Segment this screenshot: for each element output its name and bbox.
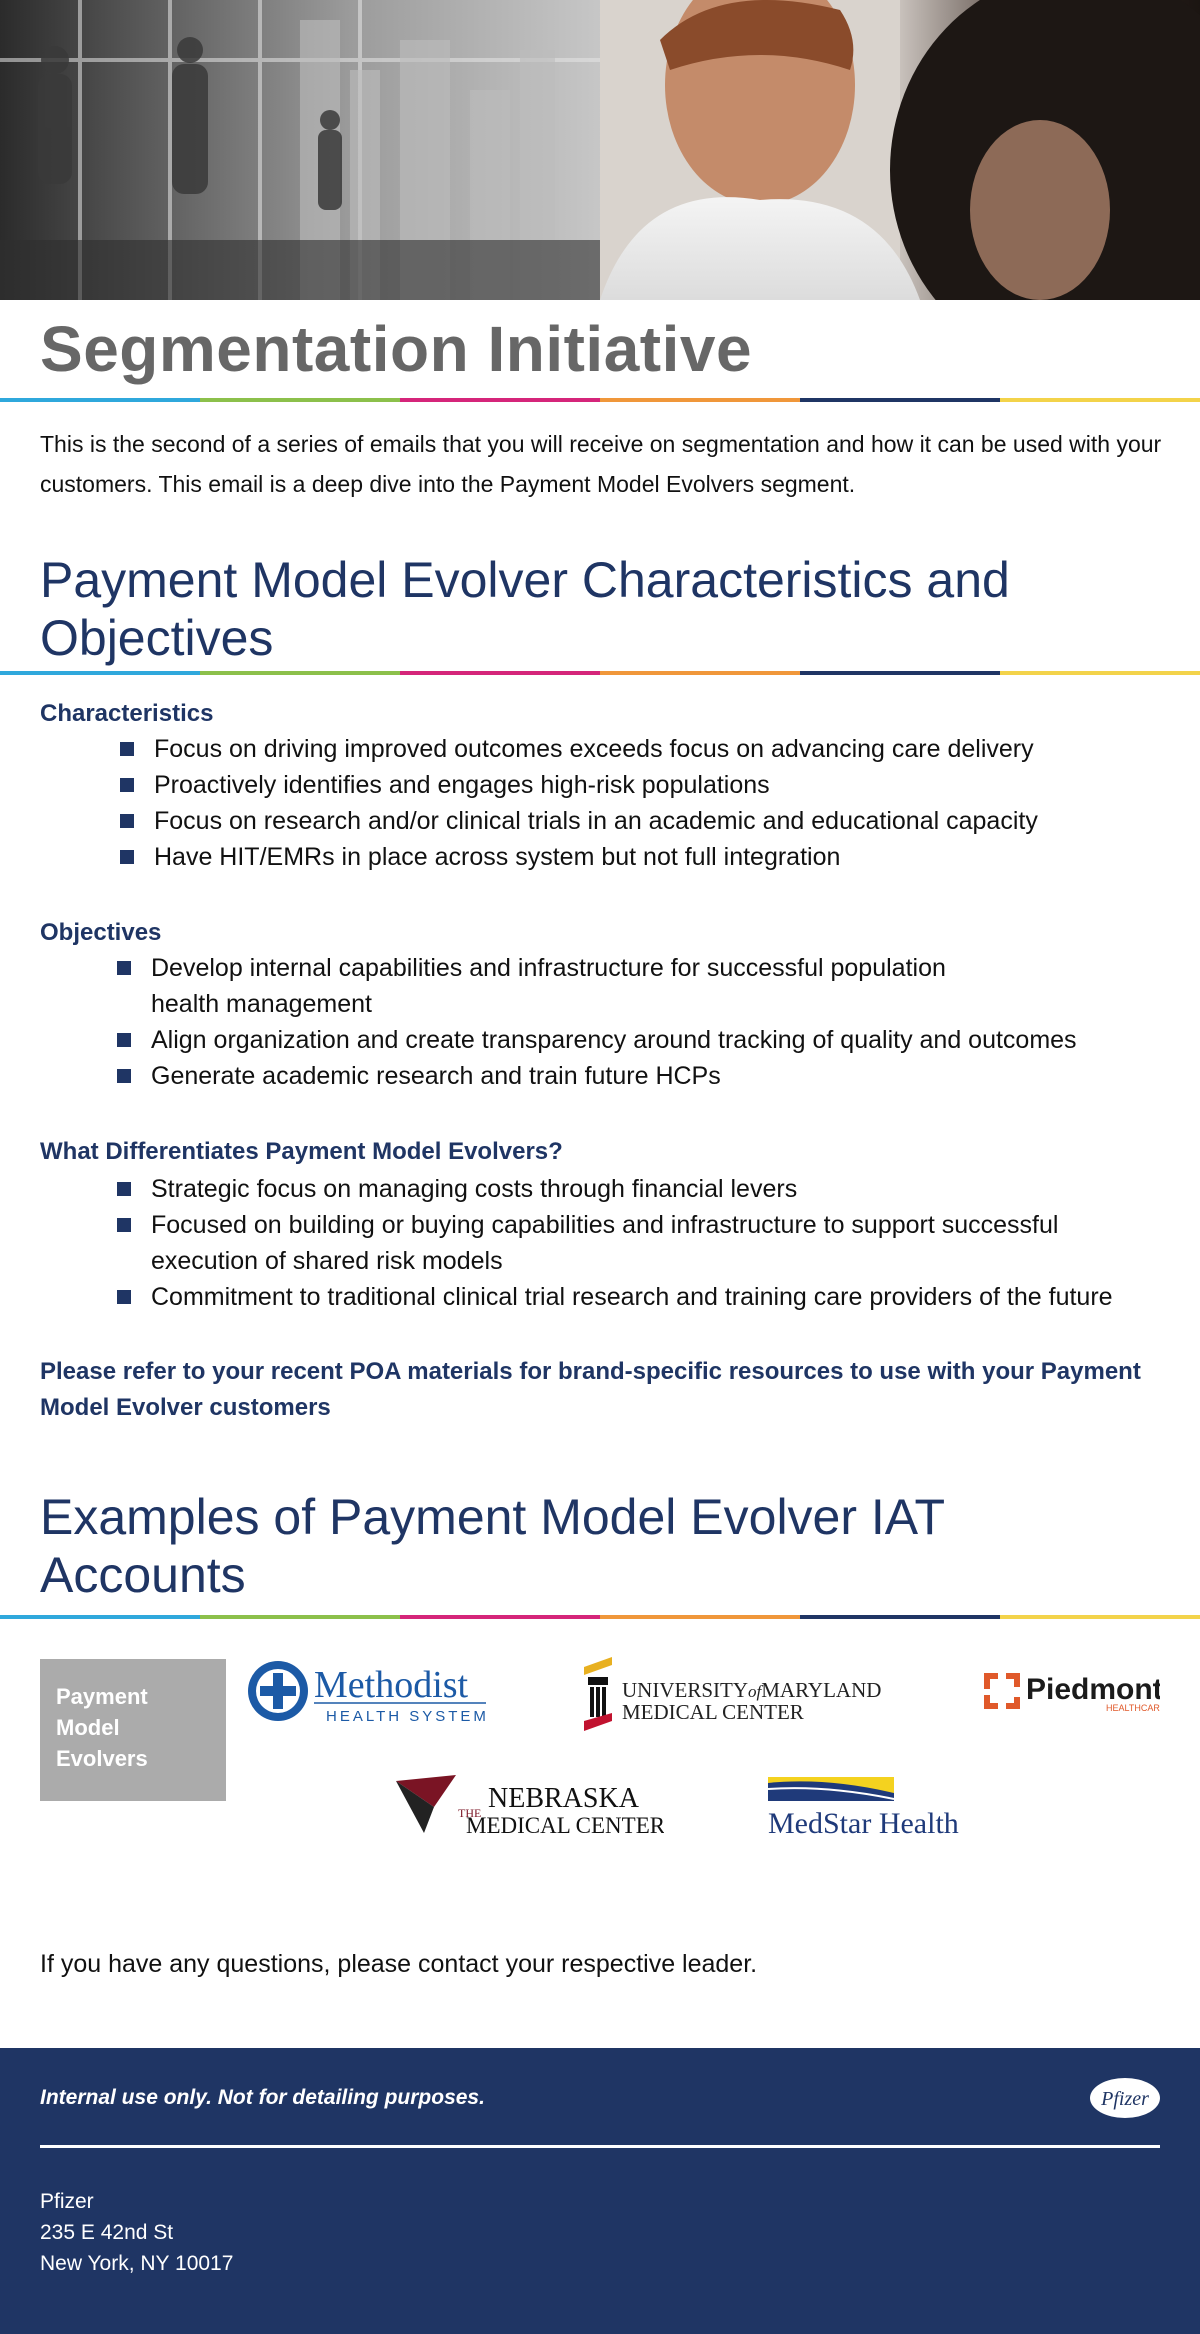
list-item: Align organization and create transparen… bbox=[115, 1022, 1195, 1058]
footer: Internal use only. Not for detailing pur… bbox=[0, 2048, 1200, 2334]
list-item: Strategic focus on managing costs throug… bbox=[115, 1171, 1195, 1207]
nebraska-line1: NEBRASKA bbox=[488, 1783, 640, 1814]
divider-segment bbox=[0, 1615, 200, 1619]
list-item: Proactively identifies and engages high-… bbox=[118, 767, 1178, 803]
divider-segment bbox=[1000, 1615, 1200, 1619]
nebraska-logo: THE NEBRASKA MEDICAL CENTER bbox=[396, 1775, 664, 1838]
list-item: Focus on research and/or clinical trials… bbox=[118, 803, 1178, 839]
divider-segment bbox=[200, 671, 400, 675]
divider-segment bbox=[600, 671, 800, 675]
divider-segment bbox=[400, 1615, 600, 1619]
badge-line: Payment bbox=[56, 1684, 148, 1709]
address-line: Pfizer bbox=[40, 2190, 94, 2213]
divider-segment bbox=[200, 1615, 400, 1619]
nebraska-line2: MEDICAL CENTER bbox=[466, 1813, 664, 1838]
address-line: 235 E 42nd St bbox=[40, 2221, 174, 2244]
umaryland-md: MARYLAND bbox=[761, 1678, 881, 1702]
page-title: Segmentation Initiative bbox=[40, 313, 753, 385]
bullet-icon bbox=[117, 1290, 131, 1304]
pfizer-wordmark: Pfizer bbox=[1100, 2088, 1149, 2110]
divider-segment bbox=[600, 398, 800, 402]
list-item: Commitment to traditional clinical trial… bbox=[115, 1279, 1195, 1315]
hero-photo-illustration bbox=[0, 0, 1200, 300]
objectives-list: Develop internal capabilities and infras… bbox=[115, 950, 1077, 1094]
nebraska-the: THE bbox=[458, 1806, 481, 1820]
methodist-name: Methodist bbox=[314, 1664, 469, 1706]
intro-paragraph: This is the second of a series of emails… bbox=[40, 431, 1162, 497]
umaryland-line1: UNIVERSITYofMARYLAND bbox=[622, 1678, 881, 1702]
badge-line: Evolvers bbox=[56, 1746, 148, 1771]
divider-segment bbox=[400, 398, 600, 402]
poa-callout: Please refer to your recent POA material… bbox=[40, 1358, 1141, 1421]
characteristics-heading: Characteristics bbox=[40, 700, 214, 727]
footer-disclaimer: Internal use only. Not for detailing pur… bbox=[40, 2086, 485, 2109]
divider-segment bbox=[1000, 398, 1200, 402]
bullet-icon bbox=[117, 1218, 131, 1232]
piedmont-name: Piedmont bbox=[1026, 1673, 1160, 1706]
footer-address: Pfizer 235 E 42nd St New York, NY 10017 bbox=[40, 2186, 233, 2279]
list-item-text: Have HIT/EMRs in place across system but… bbox=[154, 843, 841, 871]
bullet-icon bbox=[117, 1182, 131, 1196]
list-item: Have HIT/EMRs in place across system but… bbox=[118, 839, 1178, 875]
list-item-text: Focus on driving improved outcomes excee… bbox=[154, 735, 1034, 763]
segment-badge: Payment Model Evolvers bbox=[40, 1659, 226, 1801]
bullet-icon bbox=[120, 850, 134, 864]
piedmont-sub: HEALTHCARE bbox=[1106, 1703, 1160, 1713]
methodist-sub: HEALTH SYSTEM bbox=[326, 1708, 489, 1725]
medstar-name: MedStar Health bbox=[768, 1807, 959, 1840]
hero-image bbox=[0, 0, 1200, 300]
divider-segment bbox=[800, 398, 1000, 402]
list-item-text: Commitment to traditional clinical trial… bbox=[151, 1283, 1113, 1311]
color-divider bbox=[0, 671, 1200, 675]
address-line: New York, NY 10017 bbox=[40, 2252, 234, 2275]
methodist-logo: Methodist HEALTH SYSTEM bbox=[248, 1661, 489, 1725]
differentiates-list: Strategic focus on managing costs throug… bbox=[115, 1171, 1195, 1315]
badge-line: Model bbox=[56, 1715, 120, 1740]
list-item: Generate academic research and train fut… bbox=[115, 1058, 1015, 1094]
list-item: Develop internal capabilities and infras… bbox=[115, 950, 1015, 1022]
bullet-icon bbox=[120, 778, 134, 792]
umaryland-univ: UNIVERSITY bbox=[622, 1678, 748, 1702]
account-logos: Payment Model Evolvers Methodist HEALTH … bbox=[0, 1655, 1200, 1855]
divider-segment bbox=[800, 671, 1000, 675]
characteristics-list: Focus on driving improved outcomes excee… bbox=[118, 731, 1178, 875]
divider-segment bbox=[600, 1615, 800, 1619]
section-heading-examples: Examples of Payment Model Evolver IAT Ac… bbox=[40, 1489, 945, 1603]
umaryland-of: of bbox=[748, 1682, 764, 1701]
color-divider bbox=[0, 398, 1200, 402]
pfizer-logo: Pfizer bbox=[1090, 2078, 1160, 2118]
umaryland-line2: MEDICAL CENTER bbox=[622, 1700, 804, 1724]
divider-segment bbox=[200, 398, 400, 402]
divider-segment bbox=[800, 1615, 1000, 1619]
list-item-text: Strategic focus on managing costs throug… bbox=[151, 1175, 798, 1203]
divider-segment bbox=[400, 671, 600, 675]
list-item-text: Focus on research and/or clinical trials… bbox=[154, 807, 1038, 835]
objectives-heading: Objectives bbox=[40, 919, 162, 946]
footer-divider bbox=[40, 2145, 1160, 2148]
bullet-icon bbox=[120, 814, 134, 828]
bullet-icon bbox=[117, 961, 131, 975]
closing-text: If you have any questions, please contac… bbox=[40, 1950, 758, 1978]
list-item-text: Develop internal capabilities and infras… bbox=[151, 954, 946, 1018]
bullet-icon bbox=[117, 1033, 131, 1047]
bullet-icon bbox=[117, 1069, 131, 1083]
list-item: Focus on driving improved outcomes excee… bbox=[118, 731, 1178, 767]
bullet-icon bbox=[120, 742, 134, 756]
color-divider bbox=[0, 1615, 1200, 1619]
list-item: Focused on building or buying capabiliti… bbox=[115, 1207, 1115, 1279]
divider-segment bbox=[1000, 671, 1200, 675]
umaryland-logo: UNIVERSITYofMARYLAND MEDICAL CENTER bbox=[584, 1657, 881, 1731]
divider-segment bbox=[0, 398, 200, 402]
section-heading-characteristics: Payment Model Evolver Characteristics an… bbox=[40, 552, 1010, 666]
list-item-text: Align organization and create transparen… bbox=[151, 1026, 1077, 1054]
list-item-text: Proactively identifies and engages high-… bbox=[154, 771, 770, 799]
medstar-logo: MedStar Health bbox=[767, 1777, 959, 1840]
list-item-text: Generate academic research and train fut… bbox=[151, 1062, 721, 1090]
differentiates-heading: What Differentiates Payment Model Evolve… bbox=[40, 1138, 563, 1165]
piedmont-logo: Piedmont HEALTHCARE bbox=[984, 1673, 1160, 1713]
divider-segment bbox=[0, 671, 200, 675]
list-item-text: Focused on building or buying capabiliti… bbox=[151, 1211, 1059, 1275]
